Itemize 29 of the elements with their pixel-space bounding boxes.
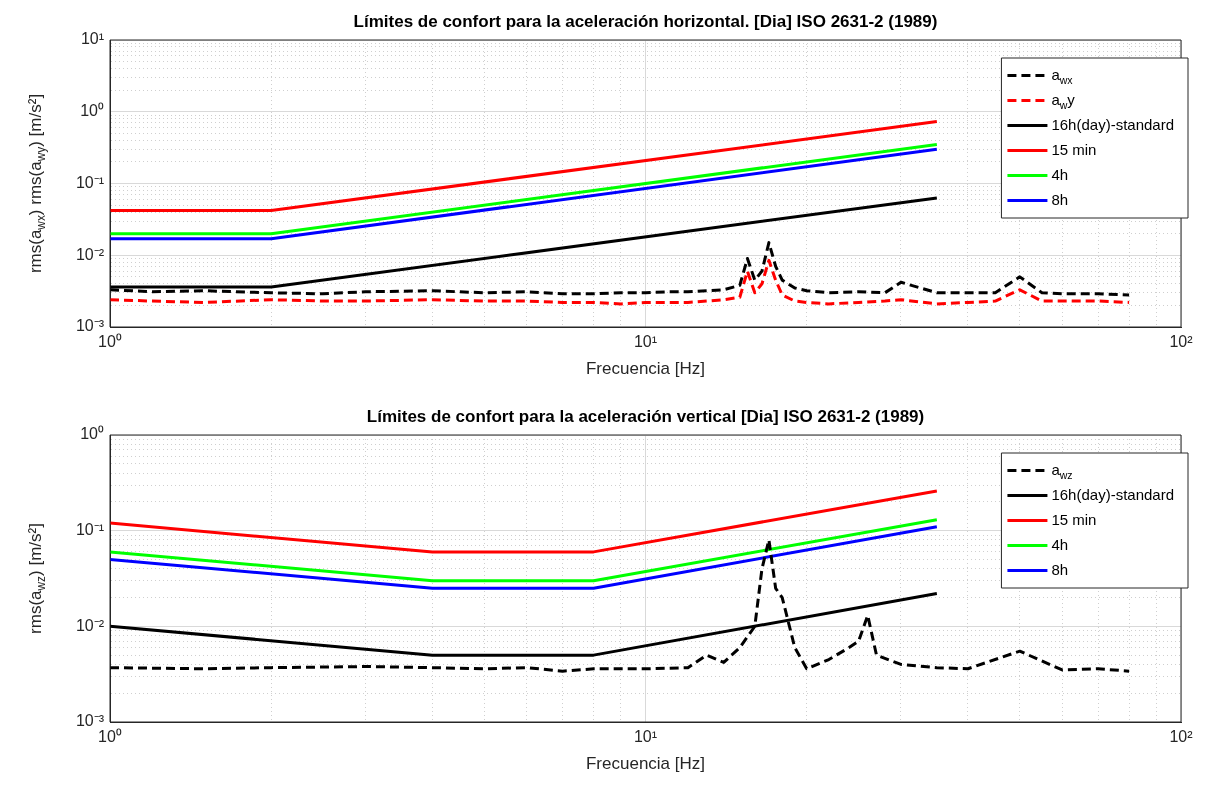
y-tick-label: 10⁻²: [75, 616, 105, 634]
x-tick-label: 10¹: [633, 333, 658, 351]
chart-title: Límites de confort para la aceleración horizontal. [Dia] ISO 2631-2 (1989): [353, 11, 938, 31]
legend-label: 4h: [1051, 165, 1069, 183]
y-tick-label: 10⁻¹: [75, 173, 104, 191]
x-tick-label: 10⁰: [98, 333, 122, 351]
legend-label: 4h: [1051, 535, 1069, 553]
legend-label: 16h(day)-standard: [1051, 485, 1175, 503]
y-axis-title: rms(awx) rms(awy) [m/s²]: [25, 93, 49, 274]
legend-label: 8h: [1051, 560, 1069, 578]
legend-label: 15 min: [1051, 510, 1097, 528]
x-tick-label: 10²: [1169, 728, 1194, 746]
y-tick-label: 10⁰: [80, 102, 104, 120]
y-axis-title: rms(awz) [m/s²]: [25, 523, 49, 634]
y-tick-label: 10⁻³: [75, 317, 105, 335]
y-tick-label: 10⁻¹: [75, 521, 104, 539]
x-axis-title: Frecuencia [Hz]: [585, 358, 706, 378]
x-tick-label: 10²: [1169, 333, 1194, 351]
chart-title: Límites de confort para la aceleración vertical [Dia] ISO 2631-2 (1989): [366, 406, 925, 426]
legend-label: 8h: [1051, 190, 1069, 208]
legend-label: 15 min: [1051, 140, 1097, 158]
y-tick-label: 10¹: [80, 30, 104, 48]
x-tick-label: 10⁰: [98, 728, 122, 746]
y-tick-label: 10⁰: [80, 425, 104, 443]
x-axis-title: Frecuencia [Hz]: [585, 753, 706, 773]
legend-label: 16h(day)-standard: [1051, 115, 1175, 133]
y-tick-label: 10⁻²: [75, 245, 105, 263]
y-tick-label: 10⁻³: [75, 712, 105, 730]
x-tick-label: 10¹: [633, 728, 658, 746]
